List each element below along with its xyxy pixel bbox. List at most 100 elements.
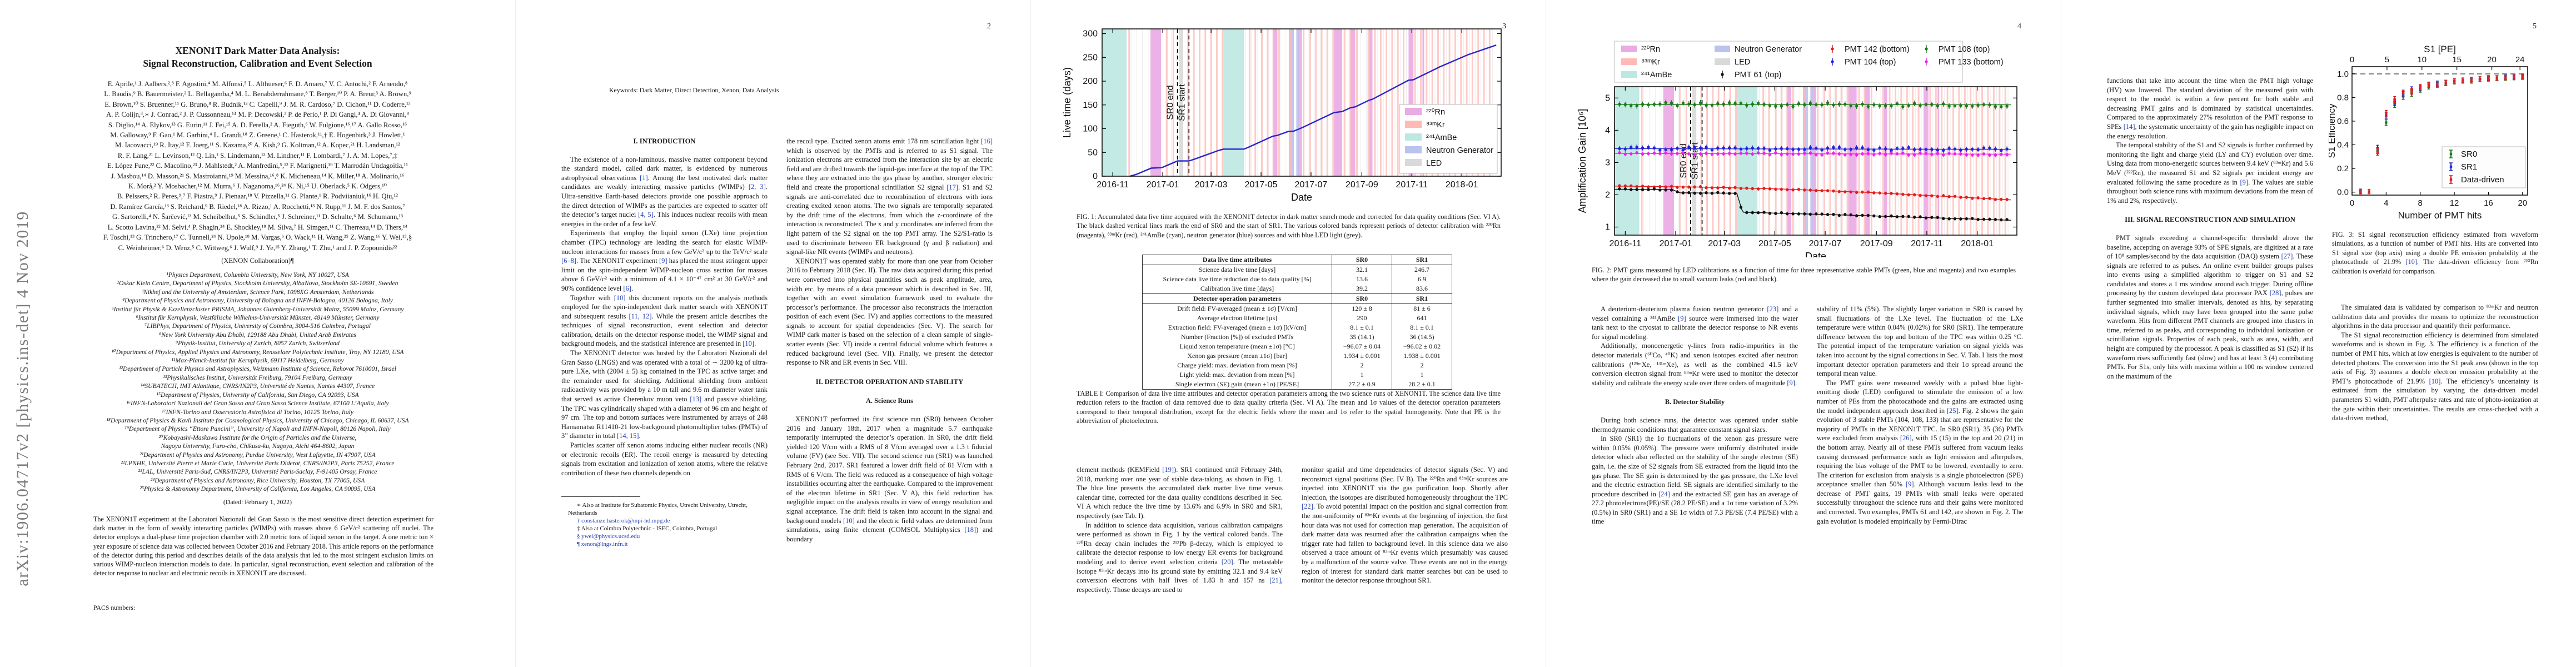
gain-point <box>1618 147 1621 151</box>
gain-point <box>1930 103 1934 106</box>
x-tick-label: 2017-07 <box>1295 180 1328 190</box>
calibration-band-kr <box>1460 29 1462 176</box>
x-axis-label: Number of PMT hits <box>2398 210 2482 221</box>
gain-point <box>1786 147 1789 151</box>
table-cell: Number (Fraction [%]) of excluded PMTs <box>1180 333 1294 341</box>
calibration-band-kr <box>1215 29 1218 176</box>
calibration-band-kr <box>1210 29 1212 176</box>
gain-point <box>1832 146 1835 150</box>
gain-point <box>1710 148 1714 152</box>
paper-title-line-1: XENON1T Dark Matter Data Analysis: <box>175 45 340 56</box>
gain-point <box>1837 213 1841 217</box>
legend-label: ²⁴¹AmBe <box>1641 71 1672 79</box>
page2-left-column: I. INTRODUCTION The existence of a non-lu… <box>561 137 768 654</box>
table-cell: 83.6 <box>1392 284 1452 294</box>
affiliation-line: ²⁰Kobayashi-Maskawa Institute for the Or… <box>158 434 357 441</box>
paragraph: The PMT gains were measured weekly with … <box>1817 379 2023 525</box>
calibration-band-kr <box>1289 29 1292 176</box>
gain-point <box>1890 192 1893 195</box>
gain-point <box>1878 146 1881 150</box>
page5-right-column: The simulated data is validated by compa… <box>2332 303 2538 636</box>
citation-ref: [22] <box>1302 502 1313 511</box>
gain-point <box>1965 147 1969 151</box>
calibration-band-kr <box>1864 87 1866 235</box>
gain-point <box>1727 146 1731 150</box>
gain-point <box>1705 191 1708 195</box>
x-tick-label: 2017-07 <box>1809 239 1842 248</box>
citation-ref: [10] <box>2405 258 2417 266</box>
author-list: E. Aprile,¹ J. Aalbers,²,³ F. Agostini,⁴… <box>73 79 442 253</box>
table-row: Single electron (SE) gain (mean ±1σ) [PE… <box>1143 380 1452 390</box>
gain-point <box>1982 217 1986 221</box>
table-cell: 35 (14.1) <box>1332 332 1392 342</box>
citation-ref: [14] <box>2123 122 2135 131</box>
calibration-band-kr <box>1222 29 1224 176</box>
gain-point <box>1786 152 1789 156</box>
table-section-header-row: Data live time attributes SR0 SR1 <box>1142 255 1452 265</box>
x-tick-label: 2017-03 <box>1195 180 1228 190</box>
citation-ref: [10] <box>743 340 755 348</box>
gain-point <box>1786 212 1789 216</box>
gain-point <box>1745 151 1748 155</box>
gain-point <box>1681 148 1685 152</box>
calibration-band-kr <box>1414 29 1416 176</box>
citation-ref: [9] <box>1678 314 1686 322</box>
gain-point <box>1739 152 1743 155</box>
citation-ref: [9] <box>659 257 667 265</box>
calibration-band-kr <box>1204 29 1207 176</box>
citation-ref: [20] <box>1221 558 1233 566</box>
gain-point <box>1780 147 1783 151</box>
gain-point <box>1762 103 1766 106</box>
gain-point <box>1826 189 1830 192</box>
gain-point <box>1676 147 1679 150</box>
calibration-band-kr <box>1958 87 1960 235</box>
calibration-band-kr <box>1303 29 1305 176</box>
y-tick-label: 150 <box>1083 101 1098 110</box>
author-line: A. P. Colijn,³,∗ J. Conrad,² J. P. Cusso… <box>106 111 409 119</box>
table-row: Calibration live time [days] 39.2 83.6 <box>1143 284 1452 294</box>
affiliation-line: ¹⁶INFN-Laboratori Nazionali del Gran Sas… <box>126 400 389 407</box>
gain-point <box>1924 216 1928 220</box>
y-axis-label: Amplification Gain [10⁶] <box>1577 109 1588 213</box>
gain-point <box>1630 152 1633 156</box>
affiliation-line: ²⁵Physics & Astronomy Department, Univer… <box>139 485 376 493</box>
legend-swatch-ng <box>1405 146 1422 153</box>
gain-point <box>1693 103 1696 107</box>
table-row: Light yield: max. deviation from mean [%… <box>1143 370 1452 380</box>
gain-point <box>1947 104 1951 108</box>
calibration-band-kr <box>1889 87 1891 235</box>
table-cell: 39.2 <box>1332 284 1392 294</box>
citation-ref: [24] <box>1658 490 1670 498</box>
calibration-band-ambe <box>1737 87 1758 235</box>
gain-point <box>1751 102 1754 106</box>
gain-point <box>1630 188 1633 191</box>
page-1: arXiv:1906.04717v2 [physics.ins-det] 4 N… <box>0 0 515 667</box>
affiliation-line: ⁴Department of Physics and Astronomy, Un… <box>122 297 393 305</box>
section-heading: I. INTRODUCTION <box>633 137 696 145</box>
gain-point <box>1768 148 1772 152</box>
figure-3-caption: FIG. 3: S1 signal reconstruction efficie… <box>2332 231 2538 275</box>
gain-point <box>1618 187 1621 191</box>
gain-point <box>1820 153 1823 157</box>
calibration-band-kr <box>1374 29 1376 176</box>
gain-point <box>1722 191 1725 195</box>
gain-point <box>1698 192 1702 195</box>
calibration-band-kr <box>1321 29 1323 176</box>
gain-point <box>1971 104 1974 108</box>
gain-point <box>1681 151 1685 155</box>
gain-model-line <box>1615 188 2011 221</box>
legend-label: Neutron Generator <box>1426 146 1493 155</box>
gain-point <box>1630 146 1633 149</box>
page4-left-column: A deuterium-deuterium plasma fusion neut… <box>1592 305 1798 649</box>
x-tick-label: 2017-01 <box>1660 239 1692 248</box>
legend-swatch-rn <box>1621 46 1637 52</box>
calibration-band-kr <box>1992 87 1995 235</box>
affiliation-line: ⁹Physik-Institut, University of Zurich, … <box>176 340 340 347</box>
gain-point <box>1895 147 1899 150</box>
gain-point <box>1953 104 1957 108</box>
affiliation-line: ¹¹Max-Planck-Institut für Kernphysik, 69… <box>171 357 344 365</box>
gain-point <box>1808 146 1812 150</box>
gain-point <box>1855 146 1858 150</box>
x-tick-label: 20 <box>2518 198 2527 208</box>
gain-point <box>1630 104 1633 107</box>
